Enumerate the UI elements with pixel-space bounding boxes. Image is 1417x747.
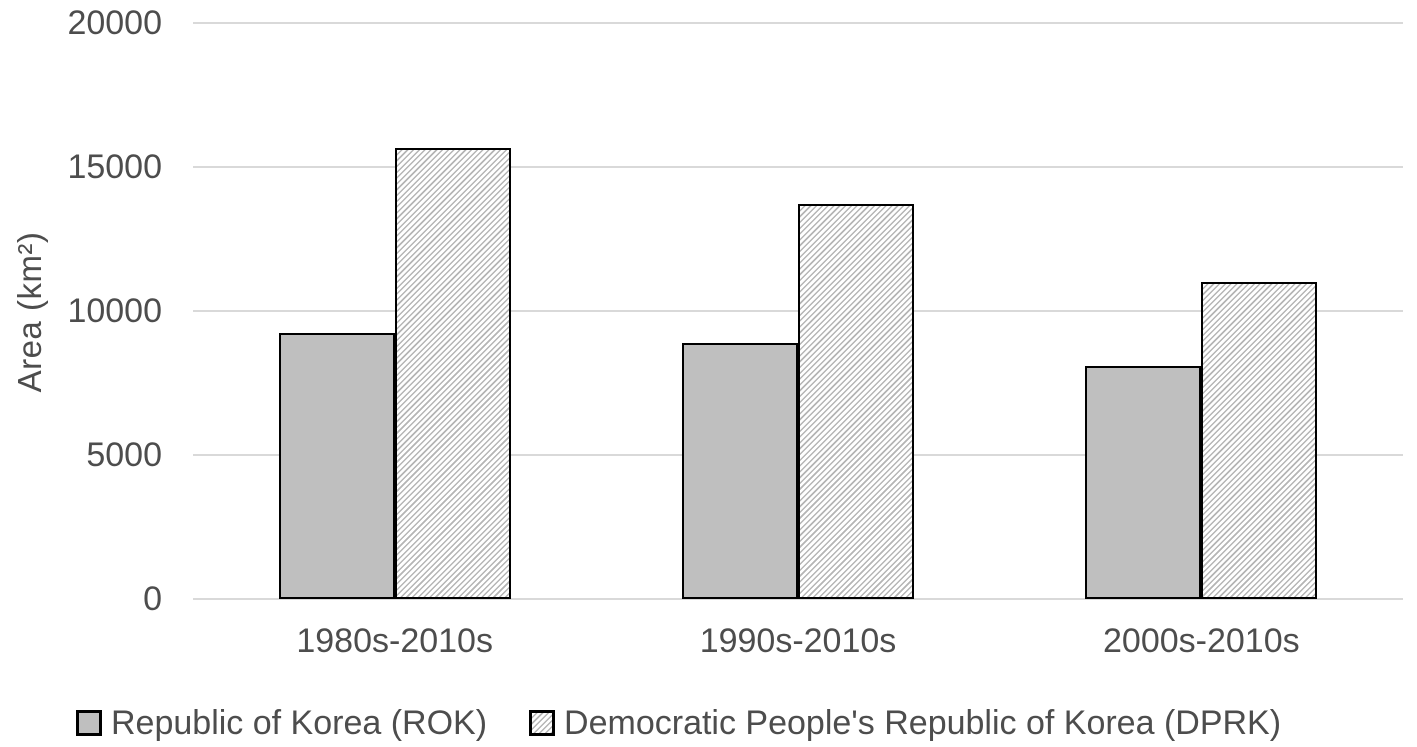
y-tick-label: 20000	[67, 4, 162, 42]
bar-dprk-2000s-2010s	[1201, 282, 1318, 599]
bar-rok-1980s-2010s	[278, 332, 395, 599]
x-category-label: 2000s-2010s	[1103, 622, 1300, 660]
dprk-legend-marker	[529, 710, 556, 736]
legend-item-rok: Republic of Korea (ROK)	[76, 704, 487, 743]
legend-label-rok: Republic of Korea (ROK)	[111, 703, 488, 742]
bar-dprk-1990s-2010s	[798, 204, 914, 599]
bar-rok-1990s-2010s	[682, 342, 798, 599]
y-tick-label: 10000	[67, 292, 162, 330]
y-tick-label: 5000	[86, 436, 162, 474]
legend-label-dprk: Democratic People's Republic of Korea (D…	[564, 703, 1282, 742]
x-axis-category-labels: 1980s-2010s 1990s-2010s 2000s-2010s	[193, 622, 1403, 661]
legend: Republic of Korea (ROK) Democratic Peopl…	[76, 703, 1281, 743]
y-tick-label: 0	[143, 580, 162, 618]
bar-dprk-1980s-2010s	[394, 148, 511, 599]
y-tick-label: 15000	[67, 148, 162, 186]
gridline	[193, 166, 1403, 168]
x-category-label: 1990s-2010s	[699, 622, 897, 660]
gridline	[193, 598, 1403, 600]
gridline	[193, 22, 1403, 24]
legend-item-dprk: Democratic People's Republic of Korea (D…	[529, 704, 1281, 743]
x-category-label: 1980s-2010s	[296, 622, 493, 660]
bar-rok-2000s-2010s	[1085, 365, 1202, 599]
rok-legend-marker	[76, 710, 102, 736]
